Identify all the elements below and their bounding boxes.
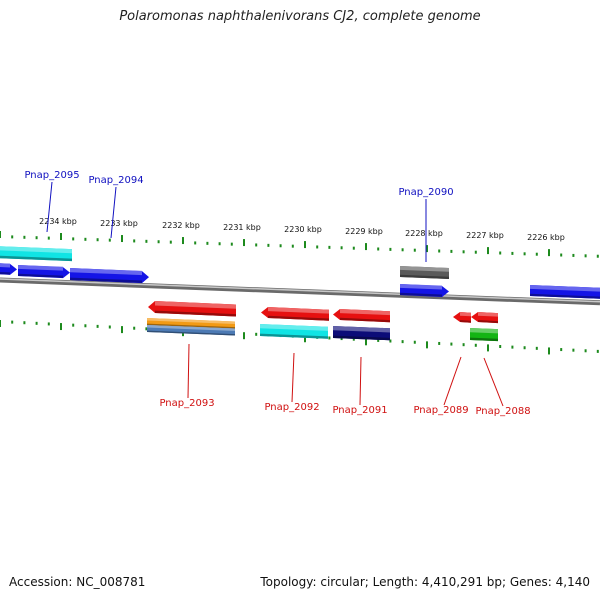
gene-feature-highlight [340,309,390,316]
gene-feature-shadow [400,292,442,297]
gene-feature-highlight [147,325,235,331]
gene-feature-shadow [530,293,600,299]
genome-summary: Topology: circular; Length: 4,410,291 bp… [260,575,590,589]
scale-tick-label: 2230 kbp [284,225,322,234]
gene-feature-highlight [155,301,236,309]
backbone-dark [0,277,600,306]
map-title: Polaromonas naphthalenivorans CJ2, compl… [119,9,481,24]
gene-feature-highlight [0,263,10,268]
accession-text: Accession: NC_008781 [9,575,146,589]
leader-line [443,356,462,406]
gene-label: Pnap_2090 [398,187,453,198]
gene-feature-highlight [18,265,63,271]
gene-label: Pnap_2094 [88,175,143,186]
scale-tick-label: 2228 kbp [405,229,443,238]
gene-feature-shadow [478,320,498,324]
scale-tick-label: 2231 kbp [223,223,261,232]
gene-feature-highlight [260,324,328,331]
gene-feature-highlight [460,312,471,317]
gene-feature-shadow [470,337,498,342]
gene-label: Pnap_2088 [475,406,530,417]
scale-labels: 2234 kbp 2233 kbp 2232 kbp 2231 kbp 2230 kbp… [39,217,565,242]
genome-backbone [0,277,600,306]
gene-labels: Pnap_2095 Pnap_2094 Pnap_2090 Pnap_2093 Pnap… [24,170,530,417]
gene-feature-shadow [0,271,10,275]
gene-feature-highlight [70,268,142,276]
gene-feature-shadow [147,330,235,336]
gene-feature-shadow [70,277,142,283]
leader-line [110,186,117,239]
leader-line [359,356,362,406]
gene-feature-highlight [333,326,390,333]
gene-label: Pnap_2091 [332,405,387,416]
scale-tick-label: 2232 kbp [162,221,200,230]
gene-feature-shadow [155,310,236,317]
gene-feature-shadow [340,317,390,323]
gene-feature-highlight [400,266,449,272]
scale-tick-label: 2233 kbp [100,219,138,228]
gene-feature-highlight [268,307,329,314]
gene-feature-shadow [18,273,63,278]
gene-feature-highlight [530,285,600,292]
gene-feature-shadow [460,320,471,323]
gene-feature-highlight [400,284,442,290]
gene-feature-shadow [0,255,72,262]
gene-feature-shadow [268,315,329,321]
gene-feature-highlight [478,312,498,317]
backbone-highlight [0,278,600,303]
gene-feature-highlight [0,246,72,254]
gene-feature-highlight [470,328,498,334]
leader-line [483,357,504,407]
leader-line [46,181,53,233]
scale-tick-label: 2227 kbp [466,231,504,240]
leader-line [187,343,190,399]
scale-tick-label: 2234 kbp [39,217,77,226]
gene-label: Pnap_2095 [24,170,79,181]
leader-line [291,352,295,403]
gene-feature-highlight [147,318,235,324]
gene-feature-shadow [260,333,328,339]
outer-tick-ring [0,231,599,258]
scale-tick-label: 2226 kbp [527,233,565,242]
gene-label: Pnap_2092 [264,402,319,413]
gene-feature-shadow [147,323,235,329]
gene-features [0,246,600,342]
gene-feature-shadow [333,335,390,341]
gene-label: Pnap_2093 [159,398,214,409]
gene-feature-shadow [400,274,449,279]
gene-label: Pnap_2089 [413,405,468,416]
scale-tick-label: 2229 kbp [345,227,383,236]
